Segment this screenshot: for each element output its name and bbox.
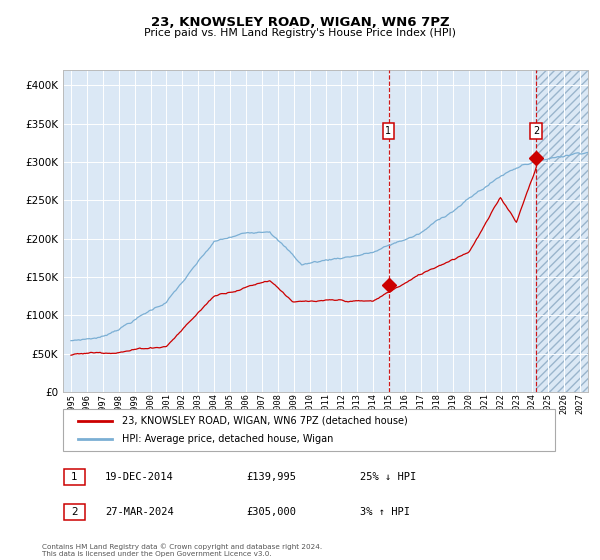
Text: 1: 1 xyxy=(385,126,392,136)
Text: 2: 2 xyxy=(533,126,539,136)
Text: 27-MAR-2024: 27-MAR-2024 xyxy=(105,507,174,517)
Text: 1: 1 xyxy=(71,472,78,482)
Text: 19-DEC-2014: 19-DEC-2014 xyxy=(105,472,174,482)
FancyBboxPatch shape xyxy=(64,505,85,520)
Text: 23, KNOWSLEY ROAD, WIGAN, WN6 7PZ: 23, KNOWSLEY ROAD, WIGAN, WN6 7PZ xyxy=(151,16,449,29)
Text: £305,000: £305,000 xyxy=(246,507,296,517)
Text: £139,995: £139,995 xyxy=(246,472,296,482)
Text: 23, KNOWSLEY ROAD, WIGAN, WN6 7PZ (detached house): 23, KNOWSLEY ROAD, WIGAN, WN6 7PZ (detac… xyxy=(122,416,408,426)
Text: 25% ↓ HPI: 25% ↓ HPI xyxy=(360,472,416,482)
Text: HPI: Average price, detached house, Wigan: HPI: Average price, detached house, Wiga… xyxy=(122,434,334,444)
Text: Contains HM Land Registry data © Crown copyright and database right 2024.
This d: Contains HM Land Registry data © Crown c… xyxy=(42,544,322,557)
Bar xyxy=(536,70,588,392)
Text: 3% ↑ HPI: 3% ↑ HPI xyxy=(360,507,410,517)
FancyBboxPatch shape xyxy=(64,469,85,485)
Text: Price paid vs. HM Land Registry's House Price Index (HPI): Price paid vs. HM Land Registry's House … xyxy=(144,28,456,38)
FancyBboxPatch shape xyxy=(63,409,555,451)
Text: 2: 2 xyxy=(71,507,78,517)
